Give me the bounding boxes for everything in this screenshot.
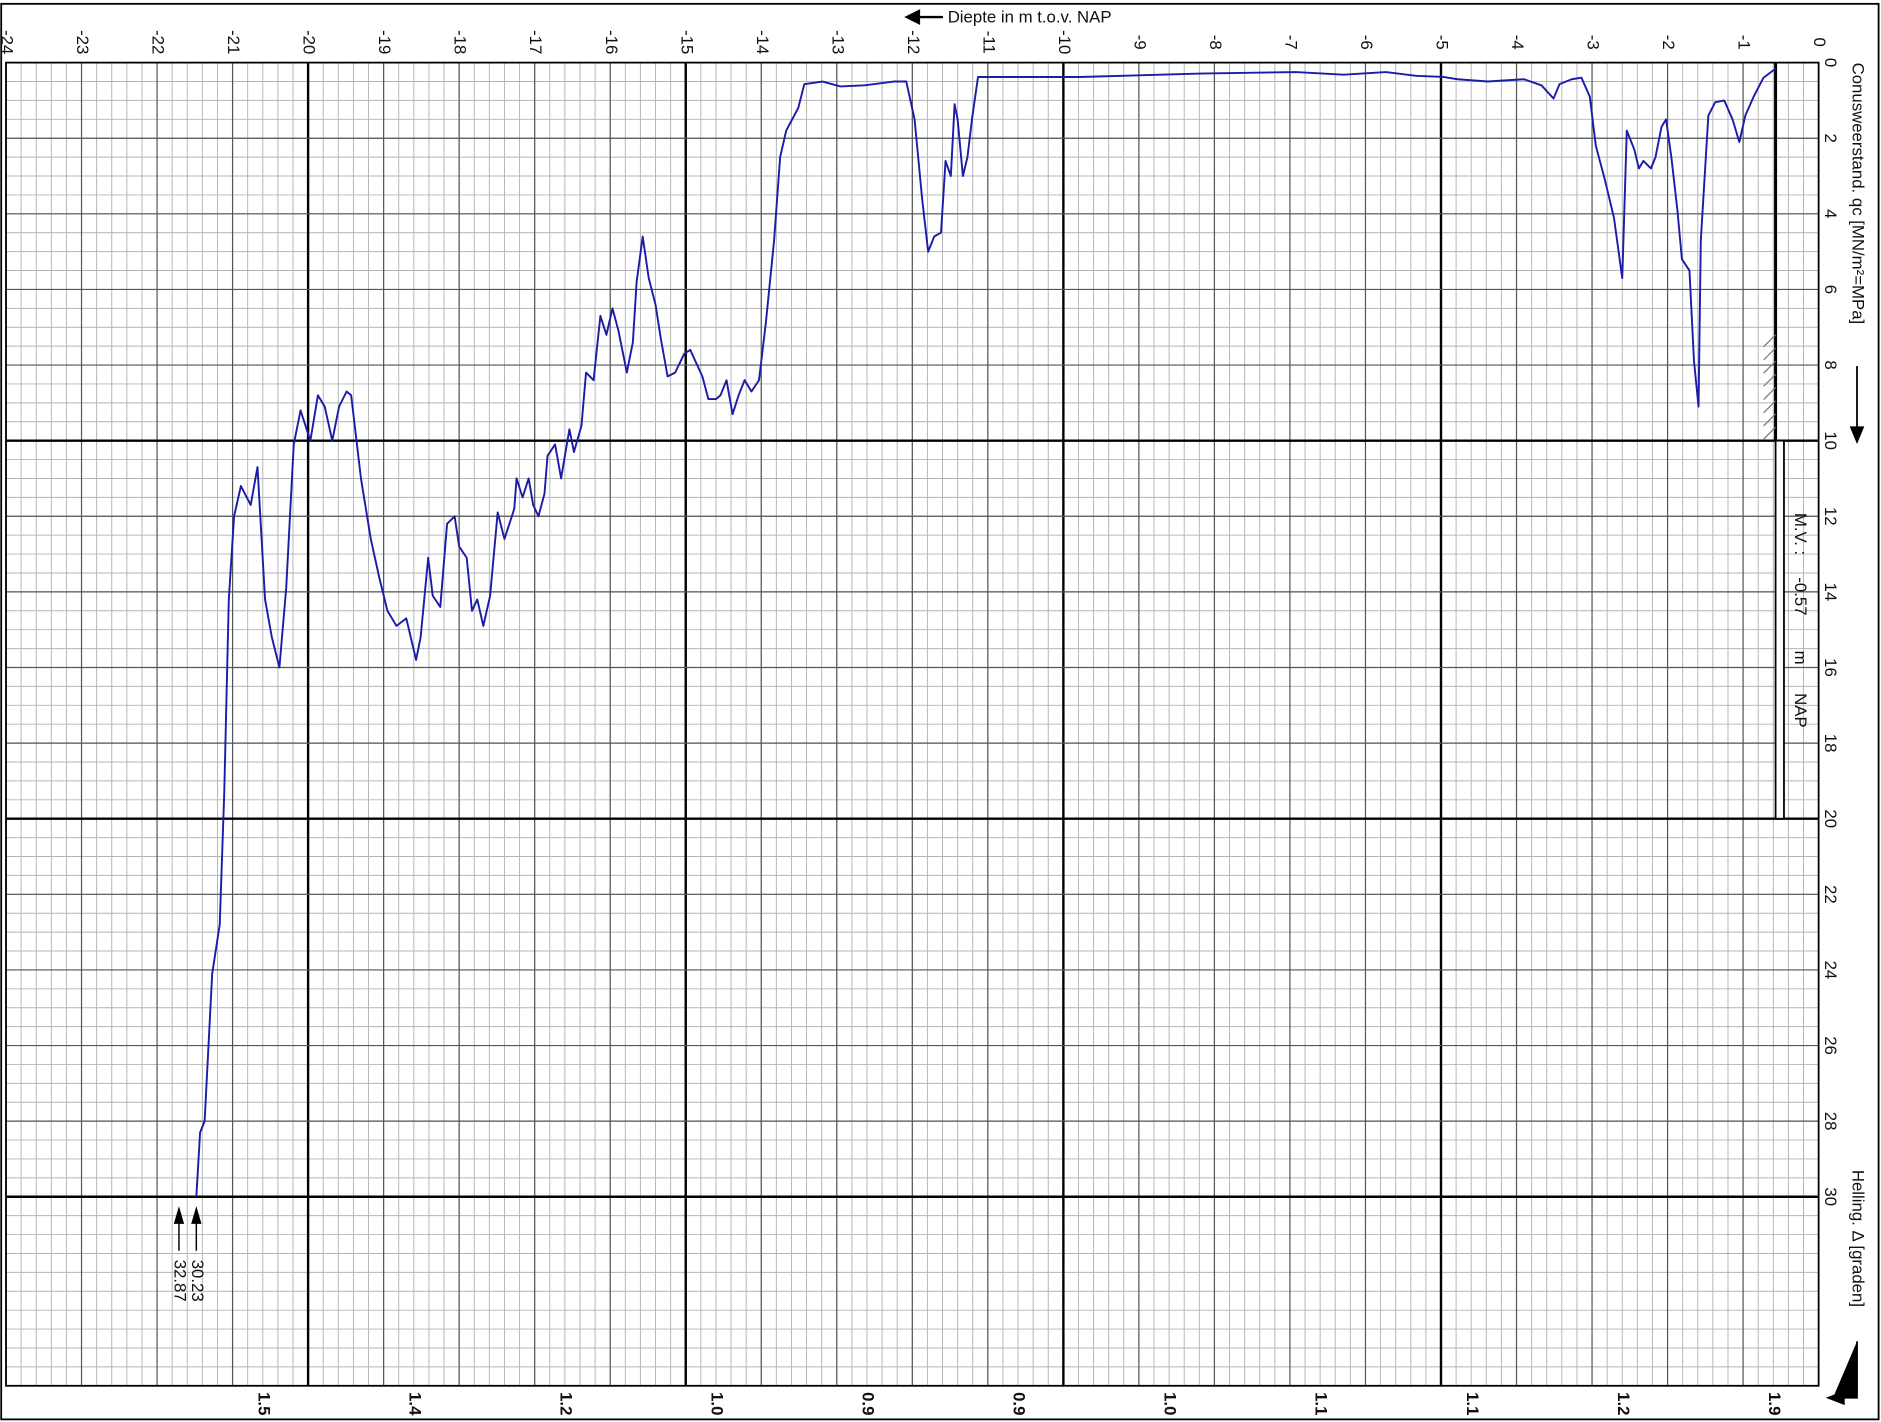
x-axis-arrow [904,9,943,25]
y-tick-label: 28 [1821,1112,1840,1131]
x-tick-label: -11 [979,31,998,54]
helling-value: 1.9 [1765,1392,1784,1415]
x-tick-label: -8 [1206,35,1225,50]
y-axis-arrow [1849,366,1865,445]
mv-label: NAP [1791,693,1810,728]
grid [5,62,1820,1387]
x-tick-label: -7 [1282,35,1301,50]
mv-label: M.V. : [1791,513,1810,555]
y-tick-label: 6 [1821,285,1840,294]
y-tick-label: 4 [1821,209,1840,218]
x-tick-label: -4 [1508,35,1527,50]
x-tick-label: -12 [904,30,923,54]
x-tick-label: -14 [753,30,772,54]
y-tick-label: 24 [1821,961,1840,980]
mv-hatch [1763,413,1776,427]
helling-value: 1.0 [708,1392,727,1415]
y-tick-label: 26 [1821,1036,1840,1055]
x-tick-label: -19 [375,30,394,54]
y-tick-label: 20 [1821,809,1840,828]
y-tick-label: 18 [1821,734,1840,753]
x-tick-label: 0 [1810,38,1829,47]
offscale-label: 30.23 [188,1260,207,1302]
helling-label: Helling. Δ [graden] [1849,1170,1868,1307]
x-tick-label: -20 [300,30,319,54]
helling-value: 0.9 [859,1392,878,1415]
x-tick-label: -23 [73,30,92,54]
y-tick-label: 0 [1821,58,1840,67]
mv-hatch [1763,426,1776,440]
offscale-label: 32.87 [171,1260,190,1302]
x-tick-label: -18 [451,30,470,54]
x-tick-label: -6 [1357,35,1376,50]
x-tick-label: -24 [0,30,17,54]
helling-value: 1.1 [1463,1392,1482,1415]
mv-hatch [1763,334,1776,348]
helling-value: 1.2 [556,1392,575,1415]
y-tick-label: 2 [1821,134,1840,143]
helling-value: 1.1 [1312,1392,1331,1415]
plot-frame [5,61,1820,1387]
y-tick-label: 16 [1821,658,1840,677]
mv-hatch [1763,347,1776,361]
helling-value: 1.2 [1614,1392,1633,1415]
mv-label: -0.57 [1791,577,1810,615]
mv-hatch [1763,400,1776,414]
x-tick-label: -17 [526,30,545,54]
x-tick-label: -2 [1659,35,1678,50]
y-tick-label: 10 [1821,431,1840,450]
helling-value: 1.5 [254,1392,273,1415]
x-tick-label: -3 [1584,35,1603,50]
x-tick-label: -10 [1055,30,1074,54]
x-tick-label: -1 [1735,35,1754,50]
mv-hatch [1763,360,1776,374]
x-tick-label: -16 [602,30,621,54]
y-tick-label: 8 [1821,360,1840,369]
offscale-arrow [191,1206,202,1251]
x-tick-label: -21 [224,30,243,54]
qc-line [195,67,1777,1197]
helling-value: 0.9 [1010,1392,1029,1415]
x-tick-label: -5 [1433,35,1452,50]
mv-box [1774,439,1785,820]
x-tick-label: -9 [1130,35,1149,50]
mv-label: m [1791,651,1810,665]
y-tick-label: 30 [1821,1187,1840,1206]
x-tick-label: -15 [677,30,696,54]
y-tick-label: 22 [1821,885,1840,904]
y-axis-label: Conusweerstand. qc [MN/m²=MPa] [1849,63,1868,325]
offscale-arrow [173,1206,185,1251]
y-tick-label: 14 [1821,583,1840,602]
mv-hatch [1763,387,1776,401]
helling-arrow [1825,1341,1858,1406]
x-tick-label: -22 [149,30,168,54]
helling-value: 1.0 [1161,1392,1180,1415]
x-tick-label: -13 [828,30,847,54]
y-tick-label: 12 [1821,507,1840,526]
mv-hatch [1763,373,1776,387]
helling-value: 1.4 [405,1392,424,1416]
x-axis-label: Diepte in m t.o.v. NAP [948,8,1112,27]
